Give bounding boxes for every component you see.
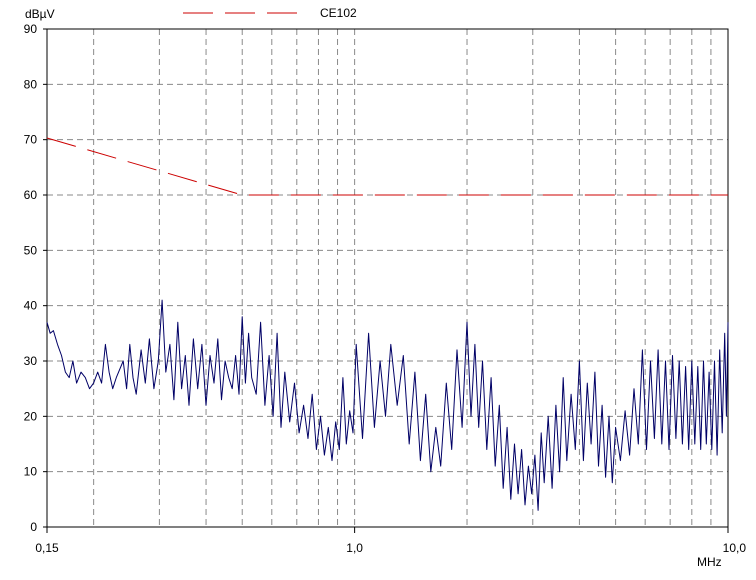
series-group <box>46 137 729 511</box>
y-tick-label: 20 <box>24 409 38 423</box>
y-tick-label: 30 <box>24 354 38 368</box>
x-axis-label: MHz <box>697 555 722 569</box>
y-axis-ticks: 0 10 20 30 40 50 60 70 80 90 <box>24 22 47 534</box>
legend-label-ce102: CE102 <box>320 6 357 20</box>
plot-frame <box>46 28 729 528</box>
y-tick-label: 40 <box>24 299 38 313</box>
series-line-ce102 <box>46 137 728 196</box>
y-tick-label: 10 <box>24 465 38 479</box>
series-line-measurement <box>46 299 729 511</box>
y-tick-label: 70 <box>24 133 38 147</box>
x-tick-label: 0,15 <box>35 541 59 555</box>
y-tick-label: 80 <box>24 77 38 91</box>
x-axis-ticks: 0,15 1,0 10,0 <box>35 527 746 555</box>
y-tick-label: 60 <box>24 188 38 202</box>
chart-grid <box>47 29 728 527</box>
y-tick-label: 50 <box>24 243 38 257</box>
x-tick-label: 10,0 <box>723 541 747 555</box>
x-tick-label: 1,0 <box>346 541 363 555</box>
y-tick-label: 0 <box>30 520 37 534</box>
y-tick-label: 90 <box>24 22 38 36</box>
legend: CE102 <box>183 6 357 20</box>
y-axis-label: dBµV <box>25 7 55 21</box>
